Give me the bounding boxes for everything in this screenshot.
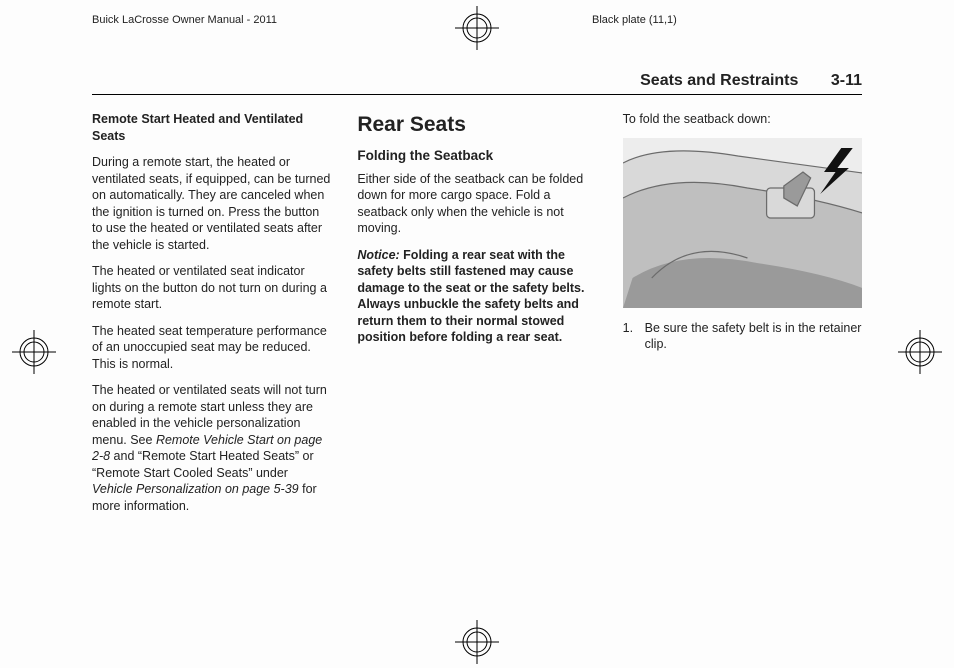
seatback-figure (623, 138, 862, 308)
col3-intro: To fold the seatback down: (623, 111, 862, 128)
running-head: Seats and Restraints 3-11 (92, 72, 862, 95)
folding-seatback-heading: Folding the Seatback (357, 147, 596, 165)
step-1-number: 1. (623, 320, 645, 353)
plate-label: Black plate (11,1) (592, 14, 677, 26)
notice-body: Folding a rear seat with the safety belt… (357, 248, 584, 345)
page-number: 3-11 (831, 72, 862, 89)
page-body: Seats and Restraints 3-11 Remote Start H… (92, 72, 862, 628)
step-1: 1. Be sure the safety belt is in the ret… (623, 320, 862, 353)
col2-notice: Notice: Folding a rear seat with the saf… (357, 247, 596, 346)
col1-p1: During a remote start, the heated or ven… (92, 154, 331, 253)
column-2: Rear Seats Folding the Seatback Either s… (357, 111, 596, 524)
col1-p3: The heated seat temperature performance … (92, 323, 331, 373)
register-mark-right (898, 330, 942, 374)
col1-p4-ref2: Vehicle Personalization on page 5‑39 (92, 482, 299, 496)
col1-p4: The heated or ventilated seats will not … (92, 382, 331, 514)
register-mark-top (455, 6, 499, 50)
col1-heading: Remote Start Heated and Ventilated Seats (92, 111, 331, 144)
manual-title: Buick LaCrosse Owner Manual - 2011 (92, 14, 277, 26)
rear-seats-heading: Rear Seats (357, 111, 596, 139)
col1-p4c: and “Remote Start Heated Seats” or “Remo… (92, 449, 314, 480)
section-title: Seats and Restraints (640, 72, 798, 89)
step-1-text: Be sure the safety belt is in the retain… (645, 320, 862, 353)
column-1: Remote Start Heated and Ventilated Seats… (92, 111, 331, 524)
col1-p2: The heated or ventilated seat indicator … (92, 263, 331, 313)
column-3: To fold the seatback down: (623, 111, 862, 524)
col2-p1: Either side of the seatback can be folde… (357, 171, 596, 237)
steps-list: 1. Be sure the safety belt is in the ret… (623, 320, 862, 353)
columns: Remote Start Heated and Ventilated Seats… (92, 111, 862, 524)
notice-lead: Notice: (357, 248, 399, 262)
register-mark-left (12, 330, 56, 374)
